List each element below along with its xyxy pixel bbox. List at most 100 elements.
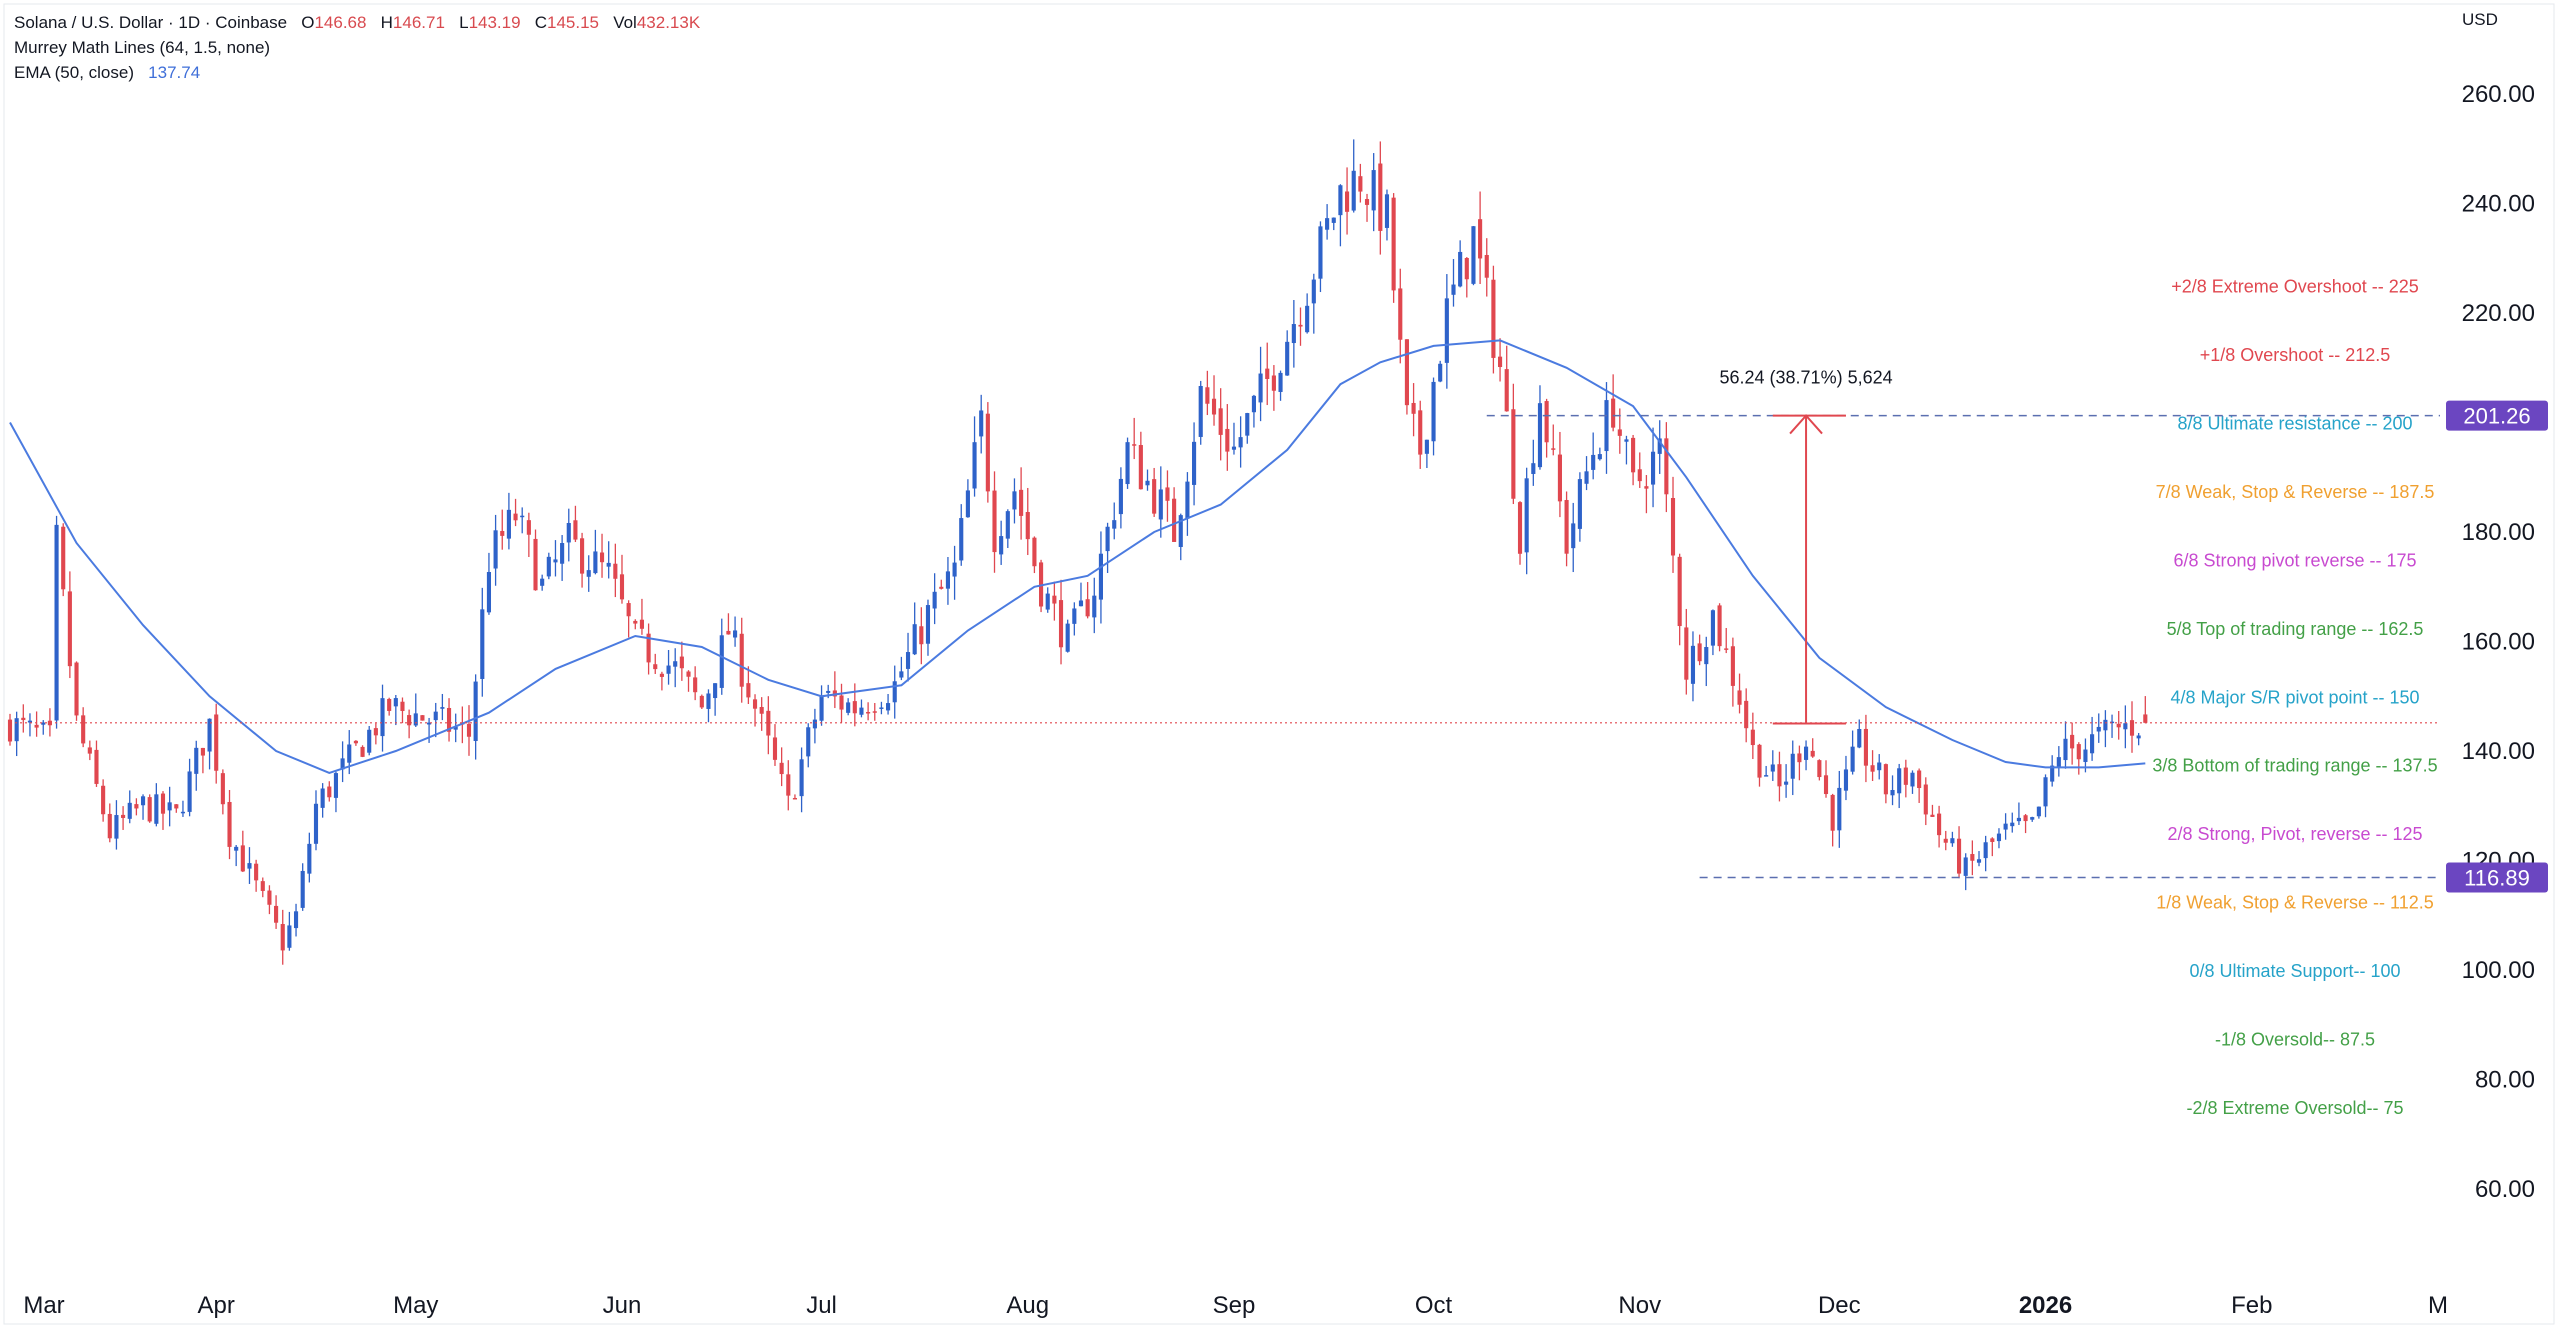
candle-body[interactable] (879, 707, 884, 709)
candle-body[interactable] (1398, 288, 1403, 340)
candle-body[interactable] (1271, 375, 1276, 391)
candle-body[interactable] (839, 695, 844, 710)
candle-body[interactable] (234, 846, 239, 851)
candle-body[interactable] (1591, 454, 1596, 470)
candle-body[interactable] (1551, 448, 1556, 450)
candle-body[interactable] (812, 719, 817, 729)
candle-body[interactable] (267, 890, 272, 905)
candle-body[interactable] (2096, 726, 2101, 732)
candle-body[interactable] (1464, 258, 1469, 280)
candle-body[interactable] (1305, 305, 1310, 333)
candle-body[interactable] (1205, 387, 1210, 404)
candle-body[interactable] (260, 881, 265, 891)
candle-body[interactable] (513, 513, 518, 521)
candle-body[interactable] (1152, 479, 1157, 514)
candle-body[interactable] (2016, 817, 2021, 822)
candle-body[interactable] (1058, 600, 1064, 648)
candle-body[interactable] (806, 727, 811, 757)
candle-body[interactable] (686, 671, 691, 677)
candle-body[interactable] (1258, 373, 1263, 403)
candle-body[interactable] (480, 609, 485, 679)
candle-body[interactable] (859, 707, 864, 715)
candle-body[interactable] (347, 744, 352, 763)
candle-body[interactable] (1950, 838, 1955, 844)
candle-body[interactable] (1730, 646, 1735, 686)
candle-body[interactable] (1650, 451, 1656, 485)
candle-body[interactable] (180, 811, 186, 814)
candle-body[interactable] (1823, 775, 1829, 795)
candle-body[interactable] (1251, 395, 1256, 413)
candle-body[interactable] (912, 624, 917, 655)
candle-body[interactable] (2003, 823, 2008, 830)
candle-body[interactable] (1165, 487, 1170, 501)
candle-body[interactable] (2036, 806, 2041, 817)
axes[interactable]: 260.00240.00220.00200.00180.00160.00140.… (23, 81, 2548, 1319)
candle-body[interactable] (1777, 764, 1782, 787)
candle-body[interactable] (573, 520, 578, 540)
candle-body[interactable] (367, 729, 372, 753)
candle-body[interactable] (187, 771, 192, 812)
candle-body[interactable] (407, 715, 412, 726)
candle-body[interactable] (1704, 647, 1709, 665)
candle-body[interactable] (945, 571, 951, 589)
candle-body[interactable] (2043, 777, 2048, 807)
candle-body[interactable] (1697, 643, 1702, 662)
candle-body[interactable] (905, 652, 911, 669)
candle-body[interactable] (1537, 403, 1543, 468)
candle-body[interactable] (1072, 608, 1077, 624)
candle-body[interactable] (54, 524, 59, 721)
candle-body[interactable] (1617, 429, 1622, 436)
candle-body[interactable] (1118, 478, 1123, 515)
candle-body[interactable] (1025, 512, 1030, 540)
candle-body[interactable] (1504, 369, 1509, 412)
candle-body[interactable] (214, 714, 219, 771)
candle-body[interactable] (919, 626, 924, 645)
candle-body[interactable] (866, 711, 871, 714)
candle-body[interactable] (1784, 781, 1789, 785)
candle-body[interactable] (1145, 480, 1150, 486)
candle-body[interactable] (1451, 284, 1456, 295)
candle-body[interactable] (121, 814, 126, 818)
candle-body[interactable] (1584, 471, 1589, 484)
candle-body[interactable] (2109, 721, 2115, 724)
candle-body[interactable] (1956, 838, 1962, 874)
candle-body[interactable] (1198, 385, 1203, 437)
candle-body[interactable] (114, 815, 119, 839)
candle-body[interactable] (1045, 593, 1050, 610)
candle-body[interactable] (566, 522, 571, 543)
candle-body[interactable] (1631, 437, 1636, 473)
candle-body[interactable] (899, 671, 904, 678)
candle-body[interactable] (1411, 402, 1416, 414)
candle-body[interactable] (240, 845, 245, 872)
candle-body[interactable] (2070, 734, 2075, 749)
candle-body[interactable] (466, 723, 472, 737)
candle-body[interactable] (706, 693, 711, 709)
candle-body[interactable] (2143, 714, 2148, 723)
price-badge[interactable] (2446, 400, 2548, 431)
candle-body[interactable] (1345, 191, 1350, 212)
candle-body[interactable] (2050, 765, 2055, 782)
candle-body[interactable] (14, 718, 19, 742)
candle-body[interactable] (2116, 723, 2121, 728)
candle-body[interactable] (999, 536, 1004, 555)
candle-body[interactable] (1125, 442, 1130, 485)
candle-body[interactable] (1571, 523, 1576, 549)
candle-body[interactable] (1624, 439, 1629, 442)
candle-body[interactable] (1850, 746, 1855, 772)
candle-body[interactable] (1717, 605, 1722, 647)
candle-body[interactable] (1019, 489, 1024, 516)
candle-body[interactable] (626, 603, 631, 617)
candle-body[interactable] (1524, 478, 1529, 553)
candle-body[interactable] (1265, 368, 1270, 379)
candle-body[interactable] (1351, 170, 1356, 211)
candle-body[interactable] (1012, 491, 1017, 510)
candle-body[interactable] (1231, 446, 1237, 450)
candle-body[interactable] (1471, 226, 1476, 284)
candle-body[interactable] (67, 591, 72, 667)
candle-body[interactable] (872, 711, 877, 713)
candle-body[interactable] (1670, 498, 1676, 556)
candle-body[interactable] (274, 905, 279, 923)
candle-body[interactable] (1983, 842, 1988, 859)
candle-body[interactable] (340, 758, 345, 770)
